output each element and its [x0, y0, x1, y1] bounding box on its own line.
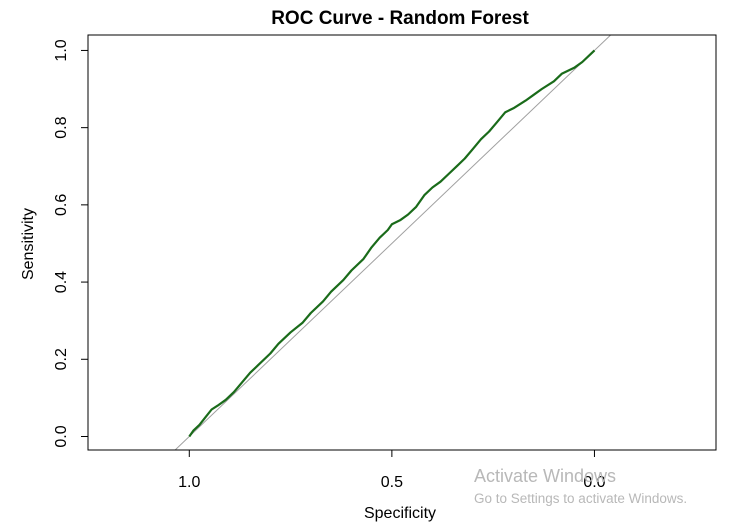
y-tick-label: 0.8	[53, 116, 70, 138]
reference-diagonal-line	[174, 35, 612, 450]
y-tick-label: 0.4	[53, 271, 70, 293]
activation-watermark-title: Activate Windows	[474, 466, 617, 486]
y-tick-label: 0.6	[53, 194, 70, 216]
roc-curve-series-0	[188, 49, 596, 438]
y-tick-label: 0.0	[53, 425, 70, 447]
y-tick-label: 1.0	[53, 39, 70, 61]
activation-watermark-subtitle: Go to Settings to activate Windows.	[474, 491, 688, 506]
x-tick-label: 0.5	[381, 474, 403, 491]
x-tick-label: 0.0	[583, 474, 605, 491]
plot-layer: 1.0 0.5 0.0 0.0 0.2 0.4 0.6 0.8 1.0	[53, 34, 717, 491]
y-axis-label: Sensitivity	[20, 208, 37, 280]
chart-title: ROC Curve - Random Forest	[271, 8, 529, 29]
y-tick-label: 0.2	[53, 348, 70, 370]
x-tick-label: 1.0	[178, 474, 200, 491]
x-axis-label: Specificity	[364, 505, 436, 522]
